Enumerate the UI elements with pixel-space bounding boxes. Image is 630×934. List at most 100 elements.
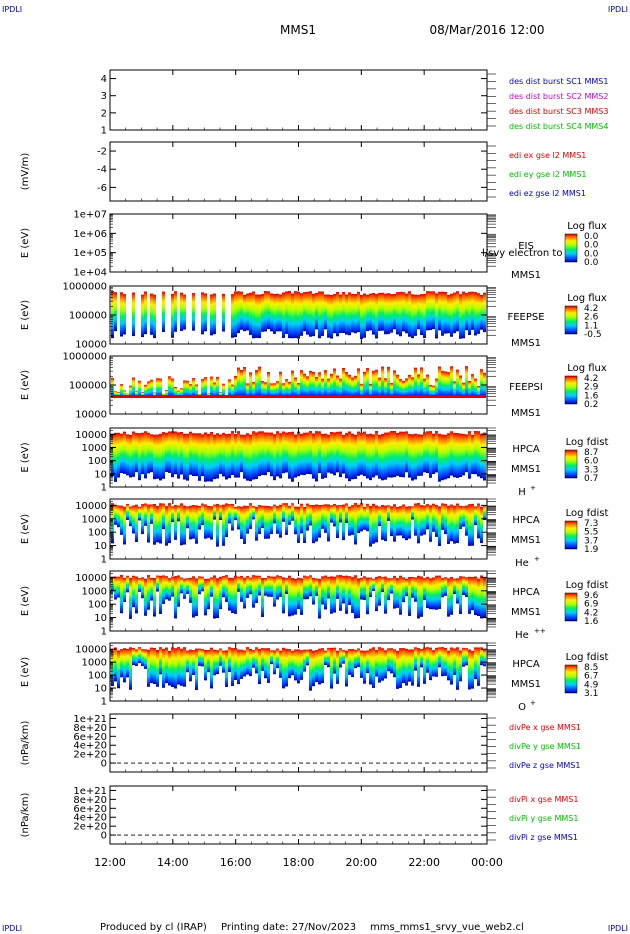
plot-date-title: 08/Mar/2016 12:00 <box>430 23 545 37</box>
y-tick-label: 2e+20 <box>73 822 107 833</box>
species-label: H <box>518 487 526 498</box>
panel-p1: 4 3 2 1 des dist burst SC1 MMS1 des dist burs… <box>101 69 608 137</box>
panel-p4: 1000000 100000 10000 E (eV) FEEPSE MMS1 Log fl… <box>20 282 607 351</box>
spectrogram-p5 <box>111 366 486 398</box>
footer-filename: mms_mms1_srvy_vue_web2.cl <box>370 922 524 933</box>
y-tick-label: 2e+20 <box>73 750 107 761</box>
y-tick-label: -2 <box>97 147 107 158</box>
y-tick-label: 8e+20 <box>73 723 107 734</box>
y-tick-label: 10000 <box>75 573 107 584</box>
colorbar-label: 6.9 <box>584 600 599 610</box>
colorbar <box>564 233 578 263</box>
colorbar-label: 0.0 <box>584 258 599 268</box>
y-tick-label: 1000000 <box>62 352 107 363</box>
legend-entry: divPe x gse MMS1 <box>509 723 581 732</box>
corner-label-bottom-left: IPDLI <box>2 924 22 933</box>
panel-p9: 10000 1000 100 10 1 E (eV) HPCA MMS1 O + Log fdist… <box>20 642 608 713</box>
footer-produced: Produced by cl (IRAP) <box>100 922 207 933</box>
legend-entry: des dist burst SC2 MMS2 <box>509 92 608 101</box>
colorbar-label: 3.3 <box>584 465 598 475</box>
y-tick-label: 6e+20 <box>73 804 107 815</box>
legend-entry: des dist burst SC3 MMS3 <box>509 107 608 116</box>
colorbar-title: Log fdist <box>566 580 609 591</box>
species-label: He <box>515 558 529 569</box>
colorbar-label: 4.2 <box>584 374 598 384</box>
colorbar-title: Log flux <box>567 221 607 232</box>
colorbar-title: Log flux <box>567 293 607 304</box>
colorbar-label: 1.1 <box>584 321 598 331</box>
y-tick-label: 1e+21 <box>73 786 107 797</box>
colorbar-label: 8.5 <box>584 663 598 673</box>
species-label: He <box>515 630 529 641</box>
colorbar-label: 0.2 <box>584 400 598 410</box>
y-tick-label: 3 <box>101 91 107 102</box>
y-axis-label: E (eV) <box>20 228 31 258</box>
colorbar <box>564 592 578 622</box>
y-tick-label: 10000 <box>75 410 107 421</box>
legend-entry: divPe y gse MMS1 <box>509 742 581 751</box>
y-tick-label: 100 <box>88 456 107 467</box>
legend-entry: des dist burst SC1 MMS1 <box>509 77 608 86</box>
y-tick-label: 1 <box>101 627 107 638</box>
legend-entry: des dist burst SC4 MMS4 <box>509 122 608 131</box>
time-tick-label: 22:00 <box>408 856 440 869</box>
colorbar <box>564 375 578 405</box>
colorbar-label: 3.1 <box>584 689 598 699</box>
colorbar-label: 1.6 <box>584 391 599 401</box>
y-axis-label: (mV/m) <box>20 153 31 191</box>
y-axis-label: E (eV) <box>20 657 31 687</box>
colorbar-label: 2.6 <box>584 313 599 323</box>
spacecraft-label: MMS1 <box>511 679 541 690</box>
spacecraft-label: MMS1 <box>511 607 541 618</box>
y-tick-label: 0 <box>101 831 107 842</box>
y-tick-label: 1 <box>101 555 107 566</box>
legend-entry: edi ez gse l2 MMS1 <box>509 189 586 198</box>
colorbar-label: 4.2 <box>584 304 598 314</box>
panel-p7: 10000 1000 100 10 1 E (eV) HPCA MMS1 He + Log fdis… <box>20 498 609 569</box>
y-tick-label: 1e+05 <box>73 248 107 259</box>
panel-p3: 1e+07 1e+06 1e+05 1e+04 E (eV) EIS MMS1 l/svy e… <box>20 210 607 282</box>
panels: 4 3 2 1 des dist burst SC1 MMS1 des dist burs… <box>20 69 609 845</box>
panel-p5: 1000000 100000 10000 E (eV) FEEPSI MMS1 Log fl… <box>20 352 607 421</box>
y-tick-label: 1000 <box>82 514 107 525</box>
panel-frame <box>109 213 488 273</box>
colorbar-title: Log fdist <box>566 437 609 448</box>
y-axis-label: E (eV) <box>20 514 31 544</box>
colorbar-label: 1.9 <box>584 545 599 555</box>
y-tick-label: 2 <box>101 108 107 119</box>
y-tick-label: 1e+07 <box>73 210 107 221</box>
colorbar-title: Log fdist <box>566 508 609 519</box>
legend-entry: edi ex gse l2 MMS1 <box>509 151 586 160</box>
instrument-label: FEEPSE <box>507 312 544 323</box>
spacecraft-label: MMS1 <box>511 338 541 349</box>
y-tick-label: 1000 <box>82 586 107 597</box>
extra-label: l/svy electron to <box>482 248 562 259</box>
panel-p6: 10000 1000 100 10 1 E (eV) HPCA MMS1 H + Log fdist… <box>20 427 609 498</box>
colorbar-label: 0.0 <box>584 249 599 259</box>
y-tick-label: 100 <box>88 528 107 539</box>
y-tick-label: -4 <box>97 165 107 176</box>
colorbar-label: 5.5 <box>584 528 598 538</box>
colorbar <box>564 305 578 335</box>
y-tick-label: 100 <box>88 671 107 682</box>
y-tick-label: 10 <box>94 613 107 624</box>
colorbar <box>564 664 578 694</box>
y-tick-label: 6e+20 <box>73 732 107 743</box>
y-tick-label: 1 <box>101 697 107 708</box>
y-tick-label: 4 <box>101 74 107 85</box>
colorbar-label: 9.6 <box>584 591 599 601</box>
time-axis: 12:00 14:00 16:00 18:00 20:00 22:00 00:00 <box>94 70 503 869</box>
spectrogram-p4 <box>111 291 486 339</box>
spacecraft-label: MMS1 <box>511 408 541 419</box>
spacecraft-label: MMS1 <box>511 535 541 546</box>
instrument-label: HPCA <box>512 587 540 598</box>
y-axis-label: E (eV) <box>20 370 31 400</box>
y-axis-label: (nPa/km) <box>20 721 31 766</box>
spectrogram-p7 <box>111 503 486 547</box>
y-tick-label: 10000 <box>75 340 107 351</box>
instrument-label: EIS <box>518 241 534 252</box>
corner-label-bottom-right: IPDLI <box>608 924 628 933</box>
time-tick-label: 18:00 <box>283 856 315 869</box>
y-tick-label: 1000 <box>82 443 107 454</box>
instrument-label: FEEPSI <box>509 382 543 393</box>
